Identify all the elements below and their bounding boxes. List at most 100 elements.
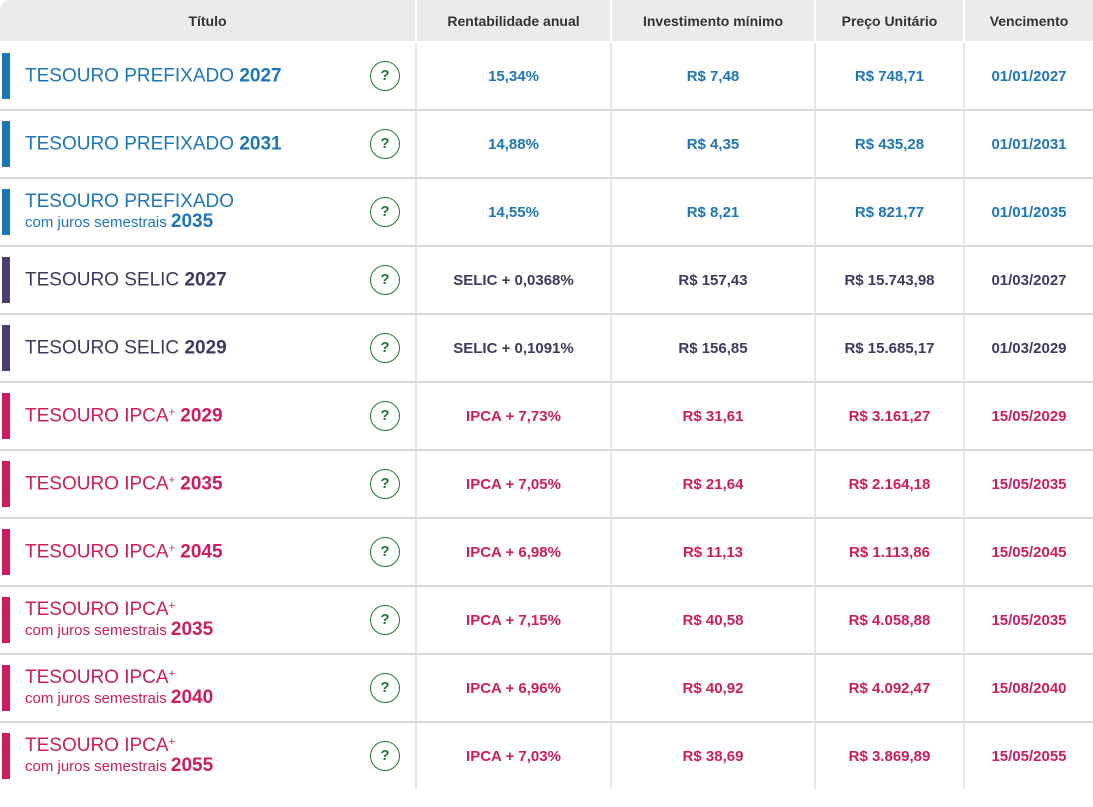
investimento-cell: R$ 31,61 xyxy=(612,383,816,451)
rentabilidade-cell: 15,34% xyxy=(417,43,612,111)
rentabilidade-cell: IPCA + 7,15% xyxy=(417,587,612,655)
question-circle-icon[interactable]: ? xyxy=(370,129,400,159)
table-row: TESOURO SELIC 2027 ? SELIC + 0,0368% R$ … xyxy=(0,247,1093,315)
preco-cell: R$ 4.058,88 xyxy=(816,587,965,655)
bond-name-text: TESOURO PREFIXADO xyxy=(25,65,235,87)
bond-name-text: TESOURO PREFIXADO xyxy=(25,191,235,212)
bond-subtitle: com juros semestrais 2055 xyxy=(25,756,213,777)
vencimento-cell: 15/05/2055 xyxy=(991,747,1067,765)
rentabilidade-cell: IPCA + 7,03% xyxy=(417,723,612,789)
investimento-cell: R$ 156,85 xyxy=(612,315,816,383)
question-circle-icon[interactable]: ? xyxy=(370,673,400,703)
rentabilidade-cell: SELIC + 0,0368% xyxy=(417,247,612,315)
category-color-bar xyxy=(2,325,10,371)
category-color-bar xyxy=(2,189,10,235)
bond-name: TESOURO PREFIXADO 2031 xyxy=(25,134,282,155)
question-circle-icon[interactable]: ? xyxy=(370,333,400,363)
investimento-cell: R$ 40,92 xyxy=(612,655,816,723)
table-header-row: Título Rentabilidade anual Investimento … xyxy=(0,0,1093,43)
plus-superscript: + xyxy=(168,668,176,680)
bond-year: 2055 xyxy=(170,755,214,776)
rentabilidade-cell: 14,55% xyxy=(417,179,612,247)
vencimento-cell: 15/05/2035 xyxy=(965,451,1093,519)
bond-name: TESOURO SELIC 2029 xyxy=(25,338,227,359)
bond-year: 2035 xyxy=(170,619,214,640)
bond-subtitle-text: com juros semestrais xyxy=(25,214,167,231)
bond-year: 2035 xyxy=(170,211,214,232)
vencimento-cell: 01/03/2027 xyxy=(965,247,1093,315)
bond-name: TESOURO IPCA+ 2035 xyxy=(25,474,223,495)
investimento-cell: R$ 40,58 xyxy=(612,587,816,655)
investimento-cell: R$ 11,13 xyxy=(612,519,816,587)
bond-name-text: TESOURO SELIC xyxy=(25,269,180,291)
vencimento-cell: 01/01/2035 xyxy=(965,179,1093,247)
preco-cell: R$ 3.869,89 xyxy=(816,723,965,789)
bond-title-cell: TESOURO IPCA+ 2045 ? xyxy=(0,519,417,587)
bond-year: 2040 xyxy=(170,687,214,708)
investimento-cell: R$ 38,69 xyxy=(612,723,816,789)
table-row: TESOURO IPCA+ 2045 ? IPCA + 6,98% R$ 11,… xyxy=(0,519,1093,587)
bond-name-text: TESOURO IPCA xyxy=(25,667,169,688)
plus-superscript: + xyxy=(168,600,176,612)
preco-cell: R$ 3.161,27 xyxy=(816,383,965,451)
table-row: TESOURO IPCA+ com juros semestrais 2035 ?… xyxy=(0,587,1093,655)
question-circle-icon[interactable]: ? xyxy=(370,401,400,431)
preco-cell: R$ 748,71 xyxy=(816,43,965,111)
vencimento-cell: 15/05/2035 xyxy=(965,587,1093,655)
bond-subtitle-text: com juros semestrais xyxy=(25,690,167,707)
question-circle-icon[interactable]: ? xyxy=(370,605,400,635)
bond-subtitle-text: com juros semestrais xyxy=(25,758,167,775)
question-circle-icon[interactable]: ? xyxy=(370,61,400,91)
preco-cell: R$ 15.743,98 xyxy=(816,247,965,315)
investimento-cell: R$ 7,48 xyxy=(612,43,816,111)
bond-name-text: TESOURO IPCA xyxy=(25,735,169,756)
bond-title-cell: TESOURO PREFIXADO 2031 ? xyxy=(0,111,417,179)
bond-name: TESOURO IPCA+ 2029 xyxy=(25,406,223,427)
category-color-bar xyxy=(2,53,10,99)
question-circle-icon[interactable]: ? xyxy=(370,469,400,499)
rentabilidade-cell: IPCA + 6,98% xyxy=(417,519,612,587)
question-circle-icon[interactable]: ? xyxy=(370,197,400,227)
bond-year: 2029 xyxy=(184,337,227,359)
bond-name: TESOURO IPCA+ 2045 xyxy=(25,542,223,563)
investimento-cell: R$ 157,43 xyxy=(612,247,816,315)
bond-name: TESOURO IPCA+ com juros semestrais 2040 xyxy=(25,667,213,709)
bond-name: TESOURO PREFIXADO 2027 xyxy=(25,66,282,87)
vencimento-cell: 15/08/2040 xyxy=(965,655,1093,723)
bond-name-text: TESOURO IPCA xyxy=(25,473,169,495)
bond-title-cell: TESOURO IPCA+ 2029 ? xyxy=(0,383,417,451)
table-row: TESOURO IPCA+ com juros semestrais 2040 ?… xyxy=(0,655,1093,723)
header-vencimento: Vencimento xyxy=(965,0,1093,43)
table-body: TESOURO PREFIXADO 2027 ? 15,34% R$ 7,48 … xyxy=(0,43,1093,789)
bond-title-cell: TESOURO SELIC 2029 ? xyxy=(0,315,417,383)
bond-name-text: TESOURO IPCA xyxy=(25,405,169,427)
vencimento-cell: 01/03/2029 xyxy=(965,315,1093,383)
table-row: TESOURO PREFIXADO 2027 ? 15,34% R$ 7,48 … xyxy=(0,43,1093,111)
bond-subtitle: com juros semestrais 2035 xyxy=(25,212,234,233)
bond-subtitle: com juros semestrais 2035 xyxy=(25,620,213,641)
question-circle-icon[interactable]: ? xyxy=(370,537,400,567)
bond-year: 2029 xyxy=(180,405,223,427)
bond-title-cell: TESOURO IPCA+ 2035 ? xyxy=(0,451,417,519)
treasury-bonds-table: Título Rentabilidade anual Investimento … xyxy=(0,0,1093,789)
bond-title-cell: TESOURO SELIC 2027 ? xyxy=(0,247,417,315)
bond-year: 2035 xyxy=(180,473,223,495)
category-color-bar xyxy=(2,257,10,303)
bond-subtitle: com juros semestrais 2040 xyxy=(25,688,213,709)
header-titulo: Título xyxy=(0,0,417,43)
bond-title-cell: TESOURO PREFIXADO com juros semestrais 20… xyxy=(0,179,417,247)
category-color-bar xyxy=(2,461,10,507)
bond-name-text: TESOURO PREFIXADO xyxy=(25,133,235,155)
plus-superscript: + xyxy=(168,474,176,487)
bond-name: TESOURO IPCA+ com juros semestrais 2055 xyxy=(25,735,213,777)
rentabilidade-cell: IPCA + 6,96% xyxy=(417,655,612,723)
bond-name: TESOURO SELIC 2027 xyxy=(25,270,227,291)
bond-name-text: TESOURO IPCA xyxy=(25,599,169,620)
category-color-bar xyxy=(2,121,10,167)
category-color-bar xyxy=(2,665,10,711)
question-circle-icon[interactable]: ? xyxy=(370,265,400,295)
bond-name: TESOURO PREFIXADO com juros semestrais 20… xyxy=(25,191,234,233)
bond-title-cell: TESOURO PREFIXADO 2027 ? xyxy=(0,43,417,111)
preco-cell: R$ 435,28 xyxy=(816,111,965,179)
question-circle-icon[interactable]: ? xyxy=(370,741,400,771)
